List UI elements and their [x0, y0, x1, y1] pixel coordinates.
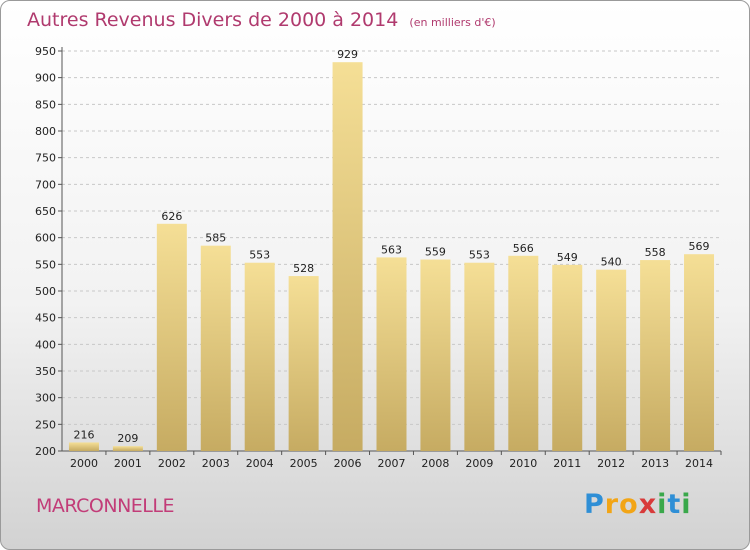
y-tick-label: 650 [35, 205, 56, 218]
chart-title: Autres Revenus Divers de 2000 à 2014 (en… [27, 9, 496, 31]
logo-letter: P [584, 489, 605, 520]
bar-2005 [288, 276, 319, 451]
value-label: 626 [161, 210, 182, 223]
bar-2009 [464, 262, 495, 451]
value-label: 929 [337, 48, 358, 61]
bars [68, 62, 715, 451]
value-label: 553 [469, 249, 490, 262]
x-tick-label: 2001 [114, 457, 142, 470]
x-tick-label: 2006 [334, 457, 362, 470]
value-label: 540 [601, 256, 622, 269]
x-tick-label: 2009 [465, 457, 493, 470]
value-label: 566 [513, 242, 534, 255]
commune-name: MARCONNELLE [36, 495, 174, 517]
unit-label: (en milliers d'€) [409, 16, 496, 29]
axes: 200 250 300 350 400 450 500 550 600 650 700 750 800 8… [35, 45, 722, 458]
logo-letter: o [619, 489, 639, 520]
y-tick-label: 400 [35, 338, 56, 351]
bar-2003 [200, 245, 231, 451]
y-tick-label: 900 [35, 72, 56, 85]
bar-2002 [156, 223, 187, 451]
value-label: 553 [249, 249, 270, 262]
value-label: 558 [645, 246, 666, 259]
y-tick-label: 700 [35, 178, 56, 191]
value-label: 585 [205, 232, 226, 245]
y-tick-label: 850 [35, 98, 56, 111]
bar-2012 [596, 269, 627, 451]
bar-2004 [244, 262, 275, 451]
logo-letter: i [657, 489, 668, 520]
y-tick-label: 800 [35, 125, 56, 138]
x-tick-label: 2005 [290, 457, 318, 470]
logo-letter: r [604, 489, 620, 520]
x-tick-label: 2010 [509, 457, 537, 470]
x-tick-label: 2007 [378, 457, 406, 470]
y-tick-label: 600 [35, 232, 56, 245]
bar-2008 [420, 259, 451, 451]
x-tick-label: 2011 [553, 457, 581, 470]
value-label: 549 [557, 251, 578, 264]
logo-letter: x [638, 489, 658, 520]
bar-2006 [332, 62, 363, 451]
bar-2000 [68, 442, 99, 451]
bar-2014 [684, 254, 715, 451]
bar-2011 [552, 264, 583, 451]
value-label: 528 [293, 262, 314, 275]
y-tick-label: 200 [35, 445, 56, 458]
value-label: 209 [117, 432, 138, 445]
x-tick-label: 2002 [158, 457, 186, 470]
x-tick-label: 2014 [685, 457, 713, 470]
bar-2013 [640, 260, 671, 451]
value-label: 216 [73, 428, 94, 441]
logo-letter: i [681, 489, 692, 520]
bar-2001 [112, 446, 143, 451]
logo-letter: t [667, 489, 682, 520]
y-tick-label: 750 [35, 152, 56, 165]
value-label: 569 [689, 240, 710, 253]
x-tick-label: 2004 [246, 457, 274, 470]
bar-2010 [508, 255, 539, 451]
y-tick-label: 450 [35, 312, 56, 325]
y-tick-label: 300 [35, 392, 56, 405]
bar-2007 [376, 257, 407, 451]
y-tick-label: 350 [35, 365, 56, 378]
proxiti-logo: Proxiti [584, 489, 692, 520]
x-tick-label: 2008 [421, 457, 449, 470]
y-tick-label: 550 [35, 258, 56, 271]
x-tick-label: 2000 [70, 457, 98, 470]
title-text: Autres Revenus Divers de 2000 à 2014 [27, 9, 399, 31]
x-tick-label: 2003 [202, 457, 230, 470]
labels: 2000 216 2001 209 2002 626 2003 585 2004 553 2005 5… [70, 48, 713, 470]
y-tick-label: 950 [35, 45, 56, 58]
x-tick-label: 2013 [641, 457, 669, 470]
y-tick-label: 250 [35, 418, 56, 431]
x-tick-label: 2012 [597, 457, 625, 470]
value-label: 559 [425, 246, 446, 259]
y-tick-label: 500 [35, 285, 56, 298]
value-label: 563 [381, 243, 402, 256]
